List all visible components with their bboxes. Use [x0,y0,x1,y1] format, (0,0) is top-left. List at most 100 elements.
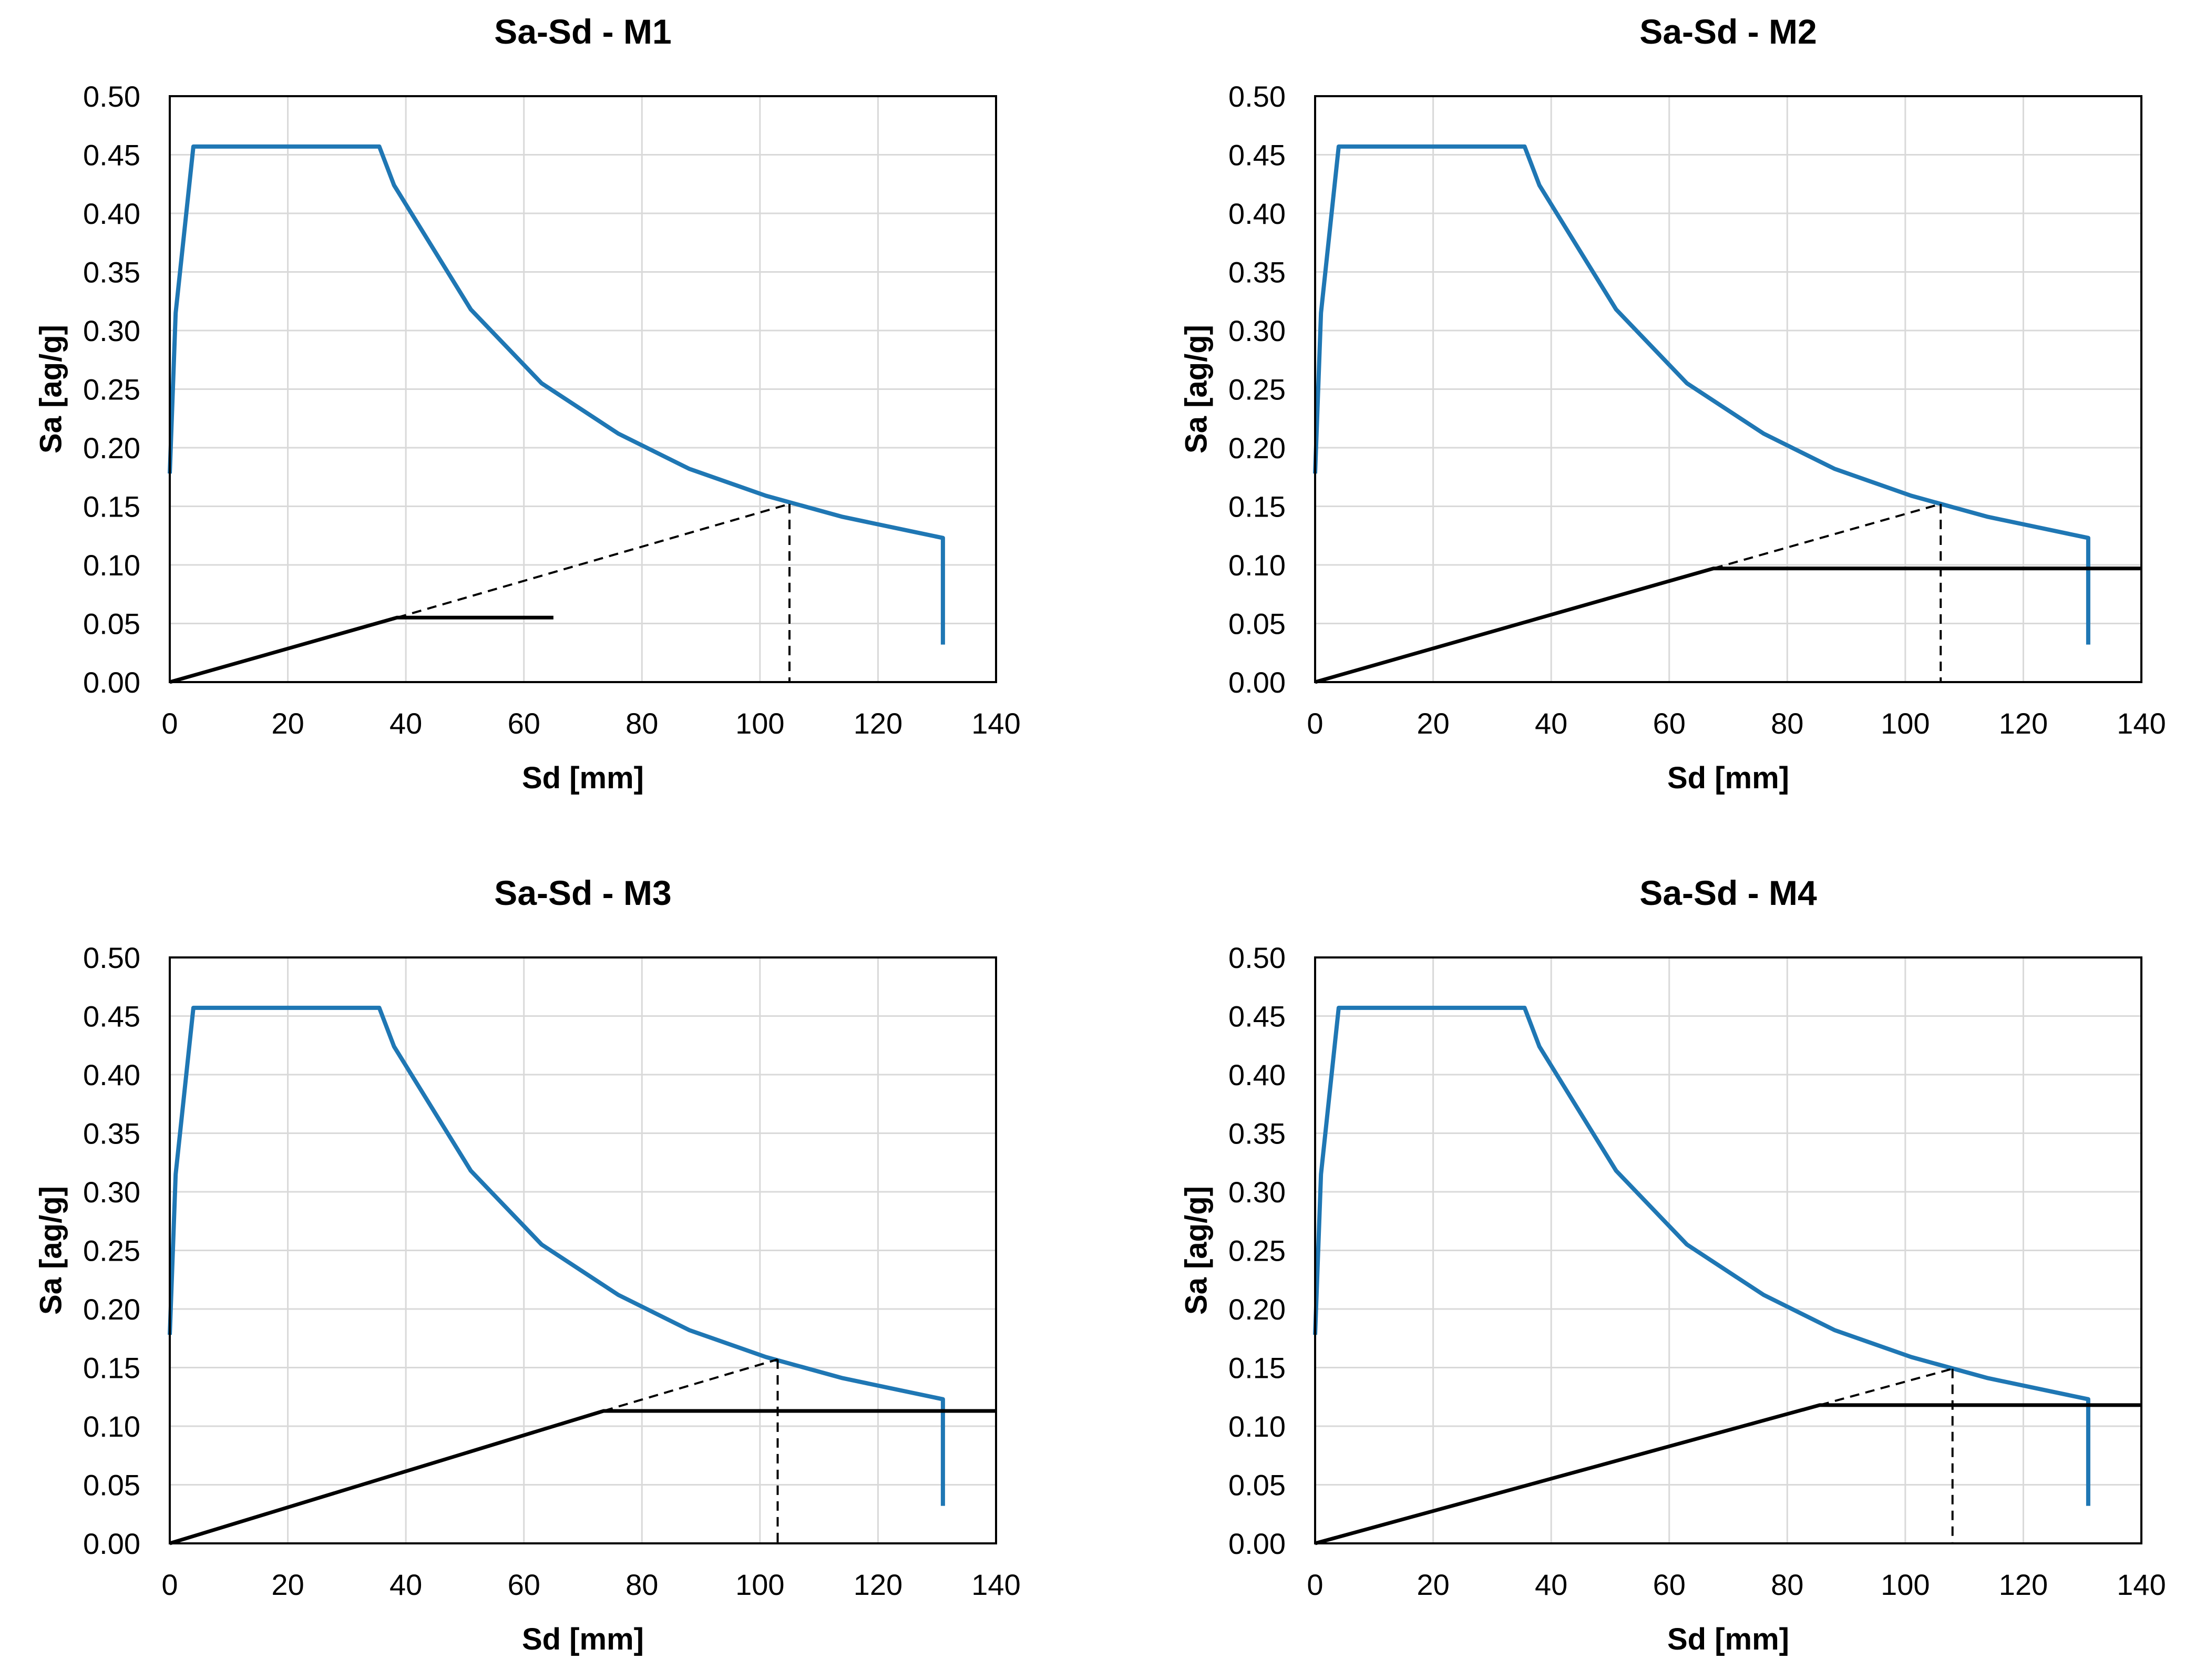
x-tick-label: 80 [625,707,658,740]
x-tick-label: 100 [1881,1568,1930,1601]
chart-title: Sa-Sd - M1 [494,12,671,51]
x-tick-label: 100 [1881,707,1930,740]
x-tick-label: 60 [1653,1568,1686,1601]
y-tick-label: 0.45 [83,139,140,172]
x-tick-label: 80 [625,1568,658,1601]
y-tick-label: 0.25 [1228,1234,1286,1267]
demand-spectrum-line [1313,1005,2090,1506]
x-tick-label: 120 [1999,707,2048,740]
y-tick-label: 0.30 [1228,314,1286,347]
y-tick-label: 0.05 [83,607,140,641]
x-tick-label: 140 [2117,1568,2166,1601]
y-tick-label: 0.15 [83,1352,140,1385]
y-tick-label: 0.25 [83,373,140,406]
capacity-curve-line [1315,566,2141,684]
y-tick-label: 0.50 [1228,80,1286,113]
y-tick-label: 0.35 [1228,1117,1286,1150]
elastic-extension-line [603,1358,778,1412]
elastic-extension-line [1819,1367,1953,1406]
x-tick-label: 60 [508,1568,540,1601]
x-tick-label: 20 [1417,1568,1449,1601]
x-tick-label: 140 [2117,707,2166,740]
capacity-curve-line [169,1409,996,1545]
y-tick-label: 0.35 [83,256,140,289]
y-tick-label: 0.45 [1228,139,1286,172]
y-tick-label: 0.10 [1228,549,1286,582]
y-tick-label: 0.15 [1228,1352,1286,1385]
y-tick-label: 0.30 [83,314,140,347]
x-tick-label: 60 [1653,707,1686,740]
y-tick-label: 0.00 [1228,1527,1286,1560]
y-tick-label: 0.10 [83,549,140,582]
x-tick-label: 100 [735,707,784,740]
x-tick-label: 0 [1307,1568,1323,1601]
x-tick-label: 0 [161,707,178,740]
elastic-extension-line [1713,503,1941,570]
y-tick-label: 0.40 [83,197,140,230]
y-tick-label: 0.45 [1228,1000,1286,1033]
y-tick-label: 0.00 [83,666,140,699]
x-tick-label: 80 [1771,707,1803,740]
y-axis-label: Sa [ag/g] [34,325,68,454]
x-tick-label: 40 [1535,1568,1567,1601]
plot-area-border [1314,95,2142,683]
y-tick-label: 0.40 [83,1058,140,1091]
x-tick-label: 0 [161,1568,178,1601]
demand-spectrum-line [1313,144,2090,645]
x-tick-label: 40 [389,1568,422,1601]
y-tick-label: 0.50 [83,80,140,113]
y-tick-label: 0.10 [1228,1410,1286,1443]
y-tick-label: 0.35 [1228,256,1286,289]
y-tick-label: 0.10 [83,1410,140,1443]
y-tick-label: 0.00 [83,1527,140,1560]
y-tick-label: 0.20 [83,1293,140,1326]
y-tick-label: 0.05 [83,1469,140,1502]
y-tick-label: 0.05 [1228,607,1286,641]
x-tick-label: 0 [1307,707,1323,740]
x-tick-label: 120 [854,707,902,740]
capacity-curve-line [169,615,553,684]
plot-area-border [169,956,997,1544]
x-tick-label: 60 [508,707,540,740]
y-tick-label: 0.50 [1228,941,1286,974]
chart-panel-1: 0 20 40 60 80 100 120 140 0.00 0.05 0.10 0.15 0.20 0.… [34,12,1020,795]
x-tick-label: 120 [1999,1568,2048,1601]
y-tick-label: 0.45 [83,1000,140,1033]
elastic-extension-line [396,503,790,619]
x-axis-label: Sd [mm] [1667,761,1789,795]
x-tick-label: 40 [1535,707,1567,740]
y-tick-label: 0.50 [83,941,140,974]
y-axis-label: Sa [ag/g] [34,1186,68,1315]
y-tick-label: 0.40 [1228,1058,1286,1091]
x-tick-label: 20 [271,707,304,740]
chart-title: Sa-Sd - M3 [494,873,671,912]
y-tick-label: 0.35 [83,1117,140,1150]
y-tick-label: 0.25 [1228,373,1286,406]
y-tick-label: 0.05 [1228,1469,1286,1502]
x-axis-label: Sd [mm] [1667,1622,1789,1656]
y-axis-label: Sa [ag/g] [1179,325,1213,454]
y-tick-label: 0.15 [83,490,140,523]
demand-spectrum-line [168,1005,945,1506]
x-tick-label: 40 [389,707,422,740]
x-axis-label: Sd [mm] [522,761,644,795]
plot-area-border [1314,956,2142,1544]
x-tick-label: 80 [1771,1568,1803,1601]
y-axis-label: Sa [ag/g] [1179,1186,1213,1315]
chart-title: Sa-Sd - M4 [1639,873,1817,912]
y-tick-label: 0.00 [1228,666,1286,699]
y-tick-label: 0.20 [1228,1293,1286,1326]
y-tick-label: 0.15 [1228,490,1286,523]
demand-spectrum-line [168,144,945,645]
x-tick-label: 140 [971,1568,1020,1601]
y-tick-label: 0.20 [83,431,140,465]
chart-panel-3: 0 20 40 60 80 100 120 140 0.00 0.05 0.10 0.15 0.20 0.… [34,873,1020,1656]
y-tick-label: 0.30 [83,1176,140,1209]
y-tick-label: 0.20 [1228,431,1286,465]
x-tick-label: 120 [854,1568,902,1601]
x-tick-label: 100 [735,1568,784,1601]
x-tick-label: 20 [1417,707,1449,740]
plot-area-border [169,95,997,683]
x-tick-label: 20 [271,1568,304,1601]
